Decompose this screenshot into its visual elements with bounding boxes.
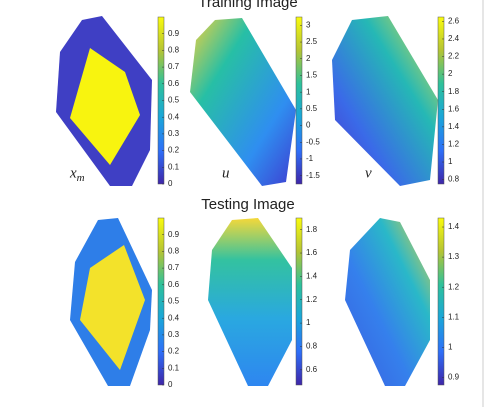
colorbar-tick-label: 2.6 (448, 17, 460, 26)
colorbar-tick-label: 2.2 (448, 52, 460, 61)
colorbar-tick-label: 0.1 (168, 162, 180, 171)
colorbar-tick-label: 1 (306, 87, 311, 96)
image (70, 48, 140, 165)
colorbar-tick-label: 2.5 (306, 37, 318, 46)
colorbar (437, 16, 445, 185)
colorbar-tick-label: 0 (168, 179, 173, 188)
colorbar-tick-label: 0 (306, 121, 311, 130)
colorbar (437, 217, 445, 386)
colorbar-tick-label: 1.4 (448, 122, 460, 131)
colorbar-tick-label: 1.6 (306, 248, 318, 257)
colorbar (295, 217, 303, 386)
colorbar-tick-label: -1.5 (306, 171, 320, 180)
colorbar-tick-label: 0.4 (168, 313, 180, 322)
image (332, 16, 438, 186)
panel-label-sub: m (77, 172, 85, 184)
colorbar-tick-label: 0 (168, 380, 173, 389)
colorbar-tick-label: 0.8 (168, 247, 180, 256)
colorbar-tick-label: 0.7 (168, 263, 180, 272)
panel-label: xm (69, 165, 85, 183)
colorbar (295, 16, 303, 185)
colorbar-tick-label: 0.8 (448, 175, 460, 184)
colorbar-tick-label: 0.5 (168, 96, 180, 105)
colorbar-tick-label: 0.6 (168, 280, 180, 289)
colorbar-tick-label: 0.7 (168, 62, 180, 71)
colorbar-tick-label: 1.5 (306, 71, 318, 80)
colorbar-tick-label: 0.2 (168, 347, 180, 356)
image (345, 218, 430, 386)
colorbar-tick-label: 1.2 (448, 140, 460, 149)
colorbar-tick-label: 2.4 (448, 34, 460, 43)
colorbar-tick-label: 0.5 (168, 297, 180, 306)
colorbar-tick-label: 0.9 (168, 230, 180, 239)
colorbar-tick-label: 3 (306, 20, 311, 29)
colorbar-tick-label: -0.5 (306, 137, 320, 146)
colorbar-tick-label: 0.3 (168, 330, 180, 339)
colorbar-tick-label: 1.1 (448, 312, 460, 321)
colorbar-tick-label: 1.8 (306, 225, 318, 234)
colorbar-tick-label: 1 (448, 157, 453, 166)
section-title: Training Image (198, 0, 298, 11)
image (80, 245, 145, 370)
colorbar-tick-label: -1 (306, 154, 314, 163)
colorbar-tick-label: 0.6 (306, 365, 318, 374)
colorbar-tick-label: 0.3 (168, 129, 180, 138)
colorbar-tick-label: 0.9 (448, 373, 460, 382)
colorbar-tick-label: 0.6 (168, 79, 180, 88)
colorbar-tick-label: 0.8 (306, 342, 318, 351)
colorbar-tick-label: 0.8 (168, 46, 180, 55)
panel-label: v (365, 165, 372, 181)
panel-label: u (222, 165, 230, 181)
colorbar-tick-label: 0.5 (306, 104, 318, 113)
colorbar-tick-label: 0.1 (168, 363, 180, 372)
colorbar-tick-label: 1.6 (448, 104, 460, 113)
colorbar-tick-label: 1.8 (448, 87, 460, 96)
colorbar-tick-label: 2 (448, 69, 453, 78)
colorbar-tick-label: 1 (448, 342, 453, 351)
colorbar-tick-label: 1.4 (448, 222, 460, 231)
image (190, 18, 296, 186)
colorbar-tick-label: 1.4 (306, 272, 318, 281)
colorbar-tick-label: 0.4 (168, 112, 180, 121)
colorbar-tick-label: 2 (306, 54, 311, 63)
image (208, 218, 292, 386)
colorbar-tick-label: 1.3 (448, 252, 460, 261)
colorbar-tick-label: 0.2 (168, 146, 180, 155)
colorbar-tick-label: 0.9 (168, 29, 180, 38)
colorbar-tick-label: 1 (306, 318, 311, 327)
section-title: Testing Image (201, 196, 294, 213)
colorbar-tick-label: 1.2 (306, 295, 318, 304)
colorbar-tick-label: 1.2 (448, 282, 460, 291)
